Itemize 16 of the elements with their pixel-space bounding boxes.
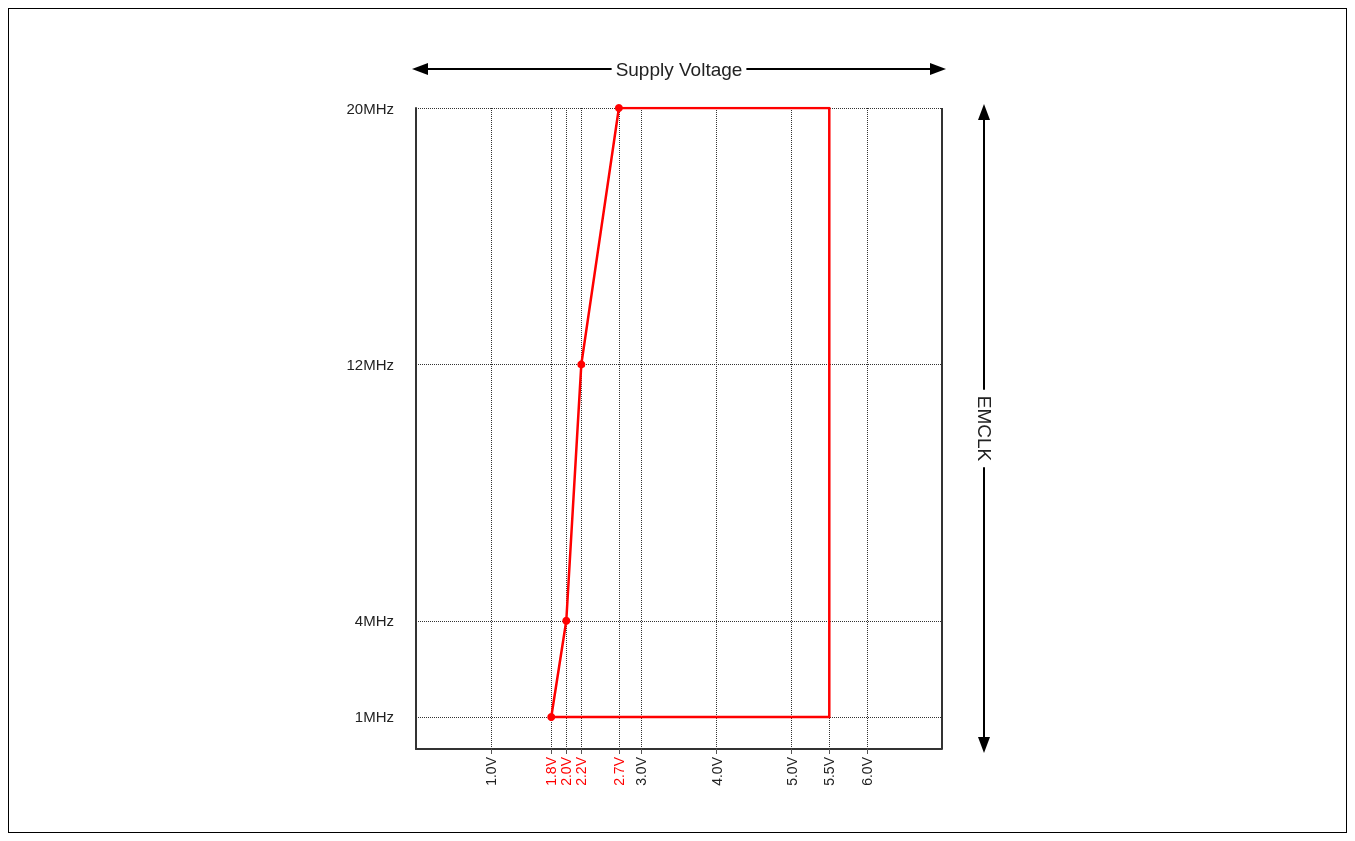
y-axis-title: EMCLK	[973, 395, 995, 462]
x-tick-label: 3.0V	[633, 756, 650, 786]
x-tick-label: 4.0V	[708, 756, 725, 786]
x-tick-label: 5.0V	[783, 756, 800, 786]
x-axis-title: Supply Voltage	[615, 58, 743, 80]
y-tick-label: 1MHz	[354, 708, 394, 726]
x-tick-label: 6.0V	[858, 756, 875, 786]
x-tick-label: 1.8V	[543, 756, 560, 786]
y-tick-label: 4MHz	[354, 612, 394, 630]
y-tick-label: 12MHz	[346, 355, 394, 373]
x-tick-label: 2.7V	[610, 756, 627, 786]
x-tick-label: 2.2V	[573, 756, 590, 786]
y-tick-label: 20MHz	[346, 99, 394, 117]
x-tick-label: 5.5V	[821, 756, 838, 786]
x-tick-label: 2.0V	[558, 756, 575, 786]
x-tick-label: 1.0V	[483, 756, 500, 786]
